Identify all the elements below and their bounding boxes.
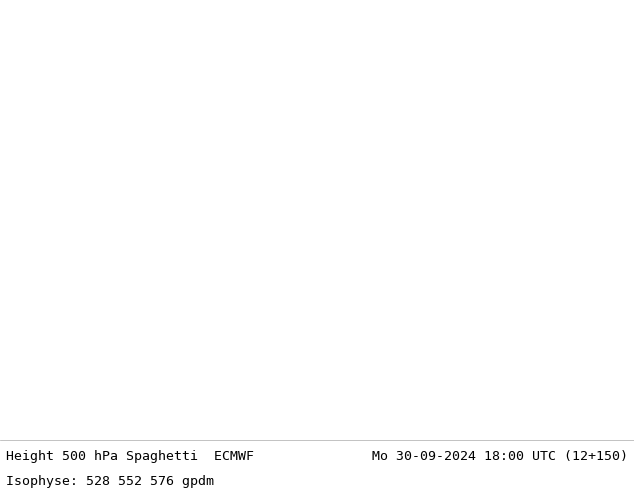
Text: Mo 30-09-2024 18:00 UTC (12+150): Mo 30-09-2024 18:00 UTC (12+150) [372, 450, 628, 463]
Text: Isophyse: 528 552 576 gpdm: Isophyse: 528 552 576 gpdm [6, 475, 214, 488]
Text: Height 500 hPa Spaghetti  ECMWF: Height 500 hPa Spaghetti ECMWF [6, 450, 254, 463]
